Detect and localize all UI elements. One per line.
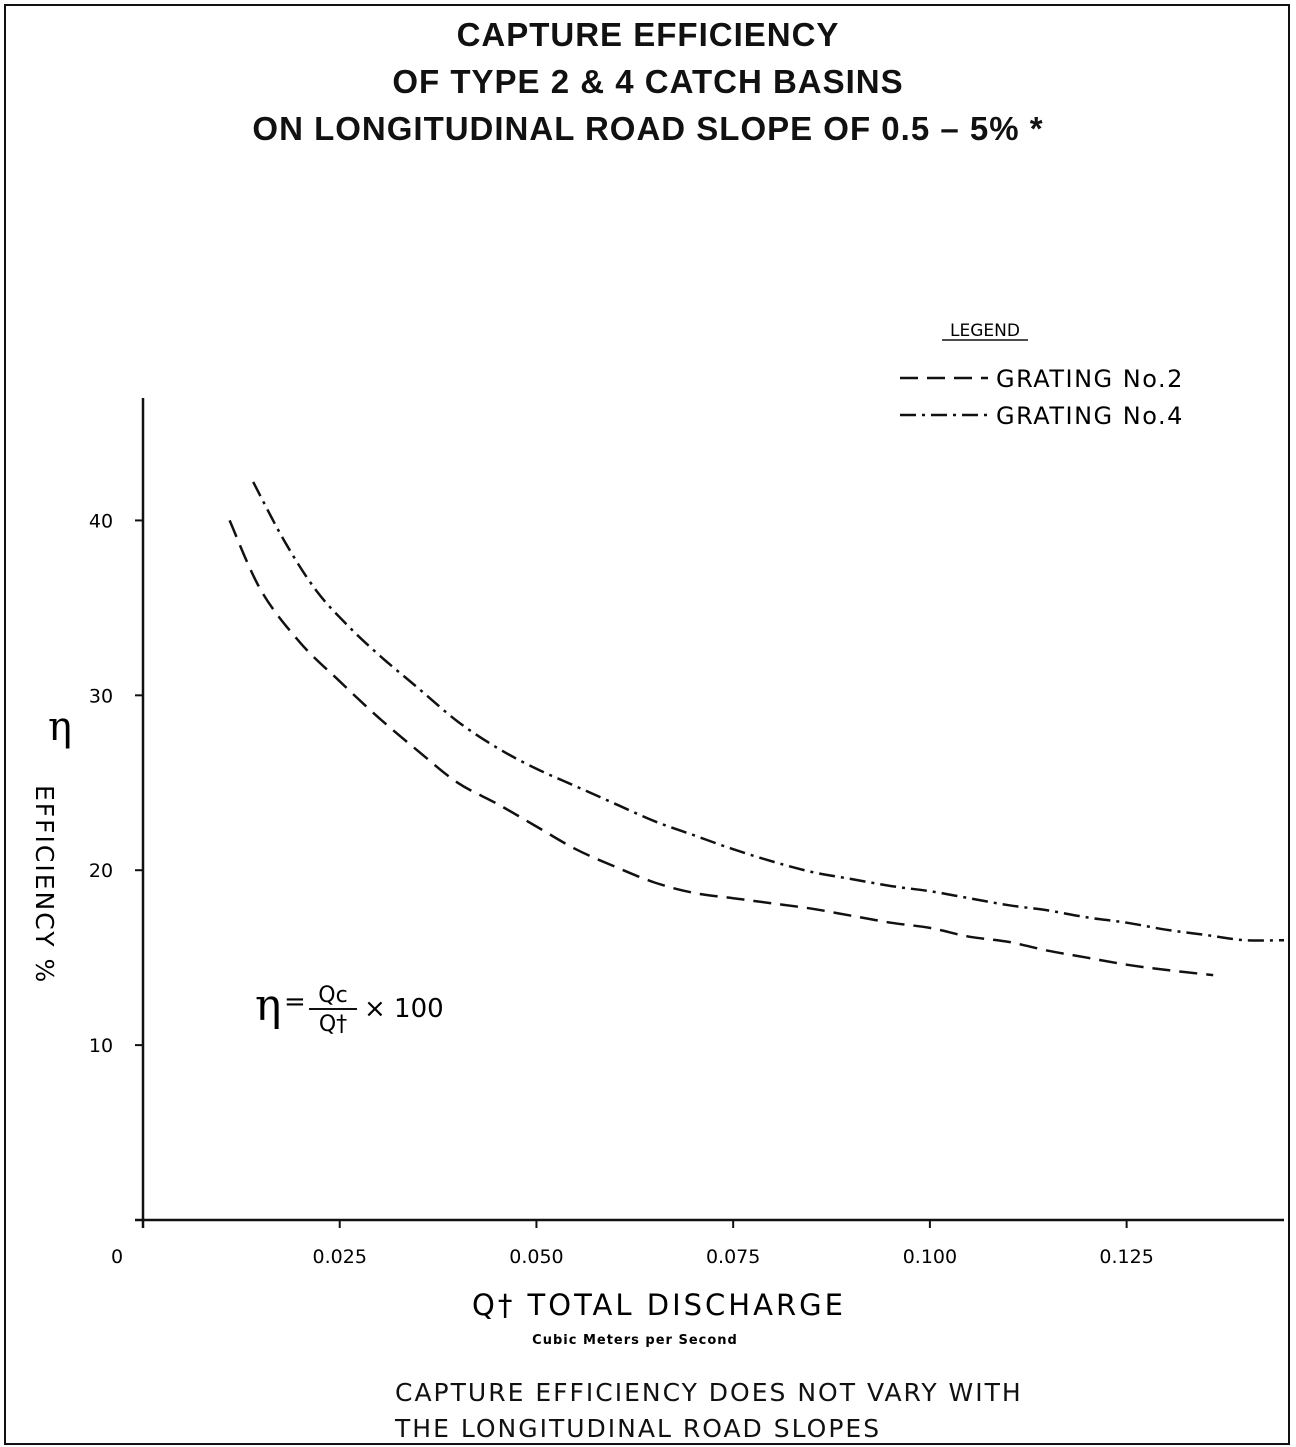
figure-frame bbox=[4, 4, 1290, 1445]
chart-title-line-2: OF TYPE 2 & 4 CATCH BASINS bbox=[392, 63, 904, 100]
formula-eta-symbol: η bbox=[255, 980, 281, 1031]
x-tick-label: 0.100 bbox=[903, 1246, 957, 1268]
y-tick-label: 30 bbox=[89, 685, 113, 707]
x-axis-units: Cubic Meters per Second bbox=[532, 1333, 738, 1348]
y-axis-label: EFFICIENCY % bbox=[30, 785, 59, 984]
x-origin-label: 0 bbox=[111, 1246, 123, 1268]
formula-equals-sign: = bbox=[284, 987, 306, 1017]
formula-numerator: Qc bbox=[318, 983, 347, 1008]
x-tick-label: 0.025 bbox=[313, 1246, 367, 1268]
x-tick-label: 0.075 bbox=[706, 1246, 760, 1268]
x-tick-label: 0.050 bbox=[509, 1246, 563, 1268]
legend-title: LEGEND bbox=[950, 321, 1020, 341]
x-tick-label: 0.125 bbox=[1099, 1246, 1153, 1268]
legend-label-grating-4: GRATING No.4 bbox=[996, 402, 1184, 430]
chart-axes: 0 0.025 0.050 0.075 0.100 0.125 10 20 30 40 bbox=[89, 398, 1284, 1268]
y-tick-label: 10 bbox=[89, 1035, 113, 1057]
formula-times-100: × 100 bbox=[364, 994, 444, 1024]
footnote-line-1: CAPTURE EFFICIENCY DOES NOT VARY WITH bbox=[395, 1378, 1023, 1407]
efficiency-formula: η = Qc Q† × 100 bbox=[255, 980, 444, 1037]
series-line-grating-no-4 bbox=[252, 481, 1285, 942]
y-axis-eta-symbol: η bbox=[48, 704, 72, 750]
y-tick-label: 40 bbox=[89, 510, 113, 532]
chart-legend: LEGEND GRATING No.2 GRATING No.4 bbox=[900, 321, 1184, 430]
formula-denominator: Q† bbox=[319, 1012, 347, 1037]
y-tick-label: 20 bbox=[89, 860, 113, 882]
chart-title-line-1: CAPTURE EFFICIENCY bbox=[456, 16, 840, 53]
series-line-grating-no-2 bbox=[228, 519, 1214, 977]
legend-label-grating-2: GRATING No.2 bbox=[996, 365, 1184, 393]
chart-title-line-3: ON LONGITUDINAL ROAD SLOPE OF 0.5 – 5% * bbox=[252, 110, 1044, 147]
x-axis-label: Q† TOTAL DISCHARGE bbox=[472, 1288, 846, 1322]
chart-series-layer bbox=[228, 481, 1285, 977]
footnote-line-2: THE LONGITUDINAL ROAD SLOPES bbox=[395, 1414, 882, 1443]
